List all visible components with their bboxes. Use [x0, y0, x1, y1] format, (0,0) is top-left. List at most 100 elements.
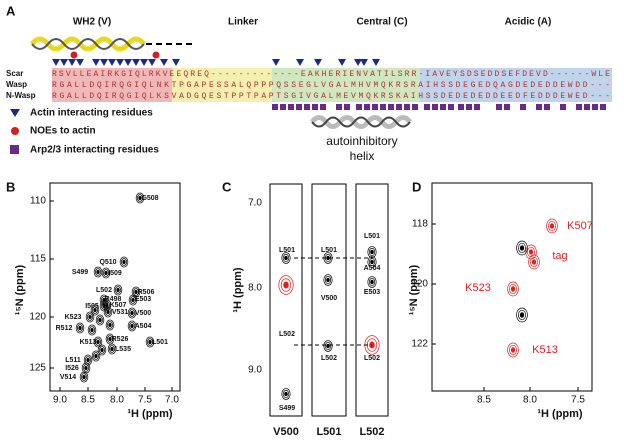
peak	[95, 268, 101, 276]
strip-label: L501	[316, 426, 341, 438]
peak	[108, 322, 112, 328]
peak-label: E503	[364, 289, 380, 296]
y-tick-label: 118	[412, 219, 428, 230]
peak	[105, 319, 115, 331]
square	[458, 104, 464, 110]
plot-frame	[431, 182, 593, 392]
peak-label: L535	[115, 346, 131, 353]
peak	[518, 242, 526, 254]
peak	[131, 286, 141, 298]
peak	[95, 338, 101, 346]
panel-label: D	[412, 179, 421, 194]
region	[52, 68, 172, 102]
peak	[323, 340, 333, 352]
square	[364, 104, 370, 110]
peak	[527, 246, 535, 258]
peak	[278, 275, 294, 295]
square	[372, 104, 378, 110]
triangle	[296, 59, 304, 66]
square	[288, 104, 294, 110]
triangle	[172, 59, 180, 66]
peak	[370, 249, 374, 255]
peak-label: L502	[279, 331, 295, 338]
peak-label: L501	[321, 247, 337, 254]
x-tick-label: 8.5	[477, 395, 491, 406]
peak	[516, 307, 528, 323]
region	[272, 68, 420, 102]
peak	[88, 314, 92, 320]
square	[466, 104, 472, 110]
row-name: Wasp	[6, 80, 27, 89]
peak	[96, 339, 100, 345]
peak	[510, 286, 516, 292]
noe-dot	[70, 51, 78, 59]
legend-icon	[10, 145, 19, 154]
peak	[93, 307, 97, 313]
peak	[133, 288, 139, 296]
axis-label: ¹H (ppm)	[232, 267, 244, 313]
triangle	[314, 59, 322, 66]
domain-label: Linker	[228, 17, 258, 28]
y-tick-label: 120	[411, 279, 428, 290]
plot-frame	[49, 182, 181, 392]
square	[536, 104, 542, 110]
peak-label: R526	[112, 336, 129, 343]
triangle	[52, 59, 60, 66]
peak	[516, 240, 528, 256]
square	[520, 104, 526, 110]
peak	[282, 254, 290, 262]
peak-label: S499	[72, 269, 88, 276]
peak	[284, 391, 288, 397]
peak-label: tag	[552, 250, 567, 262]
peak-label: V531	[112, 309, 128, 316]
peak	[107, 335, 113, 343]
peak-label: G508	[141, 195, 158, 202]
peak-label: L501	[279, 247, 295, 254]
panel-b: B ¹H (ppm) ¹⁵N (ppm) 9.0 8.5 8.0 7.5 7.0 110 1…	[6, 179, 181, 420]
strip-label: L502	[359, 426, 384, 438]
peak	[93, 352, 99, 360]
peak	[103, 269, 109, 277]
panel-d: D ¹H (ppm) ¹⁵N (ppm) 8.5 8.0 7.5 118 120 122 K…	[408, 179, 593, 419]
peak	[107, 321, 113, 329]
panel-label: B	[6, 179, 15, 194]
peak	[323, 274, 333, 286]
peak	[87, 324, 97, 336]
y-tick-label: 115	[30, 254, 46, 265]
peak	[108, 336, 112, 342]
square	[344, 104, 350, 110]
peak	[98, 317, 102, 323]
peak	[92, 306, 98, 314]
peak	[97, 344, 107, 356]
axis-label: ¹⁵N (ppm)	[14, 264, 26, 315]
peak	[531, 259, 537, 265]
peak	[134, 289, 138, 295]
triangles	[52, 59, 380, 66]
peak	[97, 316, 103, 324]
square	[396, 104, 402, 110]
peak-label: K507	[110, 302, 127, 309]
peak	[89, 326, 95, 334]
peak	[130, 296, 136, 304]
square	[380, 104, 386, 110]
peak-label: Q510	[99, 259, 116, 266]
panel-c: C ¹H (ppm) 7.0 8.0 9.0 V500 L501 L502 S499 L501…	[222, 179, 389, 438]
peak	[147, 338, 153, 346]
peak	[104, 270, 108, 276]
peak	[131, 297, 135, 303]
peak-label: K513	[80, 339, 97, 346]
peak	[368, 278, 376, 286]
peak	[367, 256, 377, 268]
square	[440, 104, 446, 110]
axis-label: ¹⁵N (ppm)	[408, 264, 420, 315]
peak-label: L502	[96, 287, 112, 294]
square	[584, 104, 590, 110]
triangle	[92, 59, 100, 66]
triangle	[68, 59, 76, 66]
peak	[280, 278, 292, 292]
peak	[106, 309, 110, 315]
square	[272, 104, 278, 110]
peak	[127, 320, 137, 332]
peak-label: V514	[60, 374, 76, 381]
legend-text: Actin interacting residues	[30, 108, 153, 119]
